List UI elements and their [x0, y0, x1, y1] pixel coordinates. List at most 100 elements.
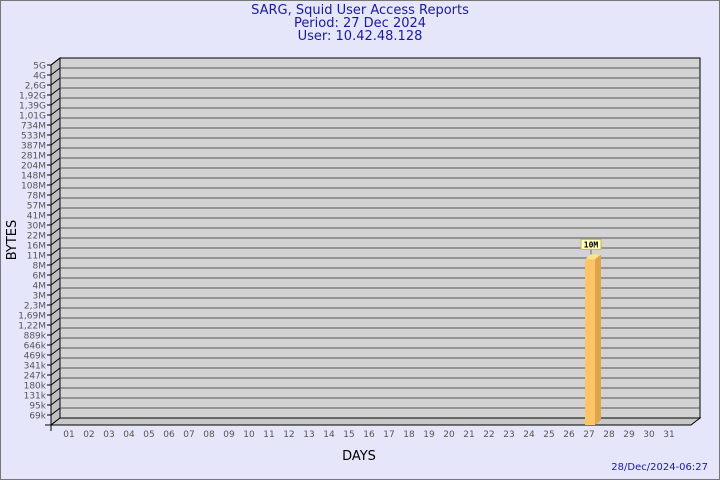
y-tick-label: 30M — [27, 222, 46, 232]
x-tick-label: 15 — [343, 430, 354, 440]
y-tick-label: 1,22M — [18, 322, 46, 332]
y-tick-label: 1,69M — [18, 312, 46, 322]
chart-period: Period: 27 Dec 2024 — [293, 16, 427, 31]
x-tick-label: 05 — [143, 430, 154, 440]
y-tick-diag — [50, 227, 61, 236]
x-tick-label: 06 — [163, 430, 175, 440]
y-tick-label: 180k — [24, 382, 47, 392]
y-tick-diag — [50, 327, 61, 336]
data-label: 10M — [584, 240, 599, 249]
y-tick-label: 16M — [27, 242, 46, 252]
x-tick-label: 07 — [183, 430, 194, 440]
floor — [49, 417, 702, 426]
x-tick-label: 25 — [543, 430, 554, 440]
y-tick-label: 387M — [21, 142, 46, 152]
y-tick-label: 11M — [27, 252, 46, 262]
y-tick-diag — [50, 177, 61, 186]
y-tick-diag — [50, 397, 61, 406]
y-tick-label: 281M — [21, 152, 46, 162]
y-tick-label: 5G — [33, 62, 46, 72]
y-tick-diag — [50, 277, 61, 286]
x-tick-label: 14 — [323, 430, 335, 440]
y-tick-label: 247k — [24, 372, 47, 382]
y-tick-diag — [50, 107, 61, 116]
y-tick-diag — [50, 87, 61, 96]
y-tick-diag — [50, 57, 61, 66]
y-tick-diag — [50, 167, 61, 176]
chart-title: SARG, Squid User Access Reports — [251, 3, 469, 18]
x-tick-label: 03 — [103, 430, 114, 440]
x-tick-label: 16 — [363, 430, 375, 440]
y-tick-label: 41M — [27, 212, 46, 222]
y-tick-label: 1,92G — [19, 92, 46, 102]
x-tick-label: 28 — [603, 430, 615, 440]
y-tick-diag — [50, 297, 61, 306]
y-tick-label: 57M — [27, 202, 46, 212]
x-tick-label: 22 — [483, 430, 494, 440]
y-tick-diag — [50, 67, 61, 76]
y-tick-label: 148M — [21, 172, 46, 182]
bar-top — [585, 254, 601, 260]
y-tick-diag — [50, 137, 61, 146]
x-tick-label: 04 — [123, 430, 135, 440]
y-tick-label: 533M — [21, 132, 46, 142]
y-tick-diag — [50, 117, 61, 126]
x-tick-label: 26 — [563, 430, 575, 440]
y-tick-label: 22M — [27, 232, 46, 242]
y-tick-label: 8M — [33, 262, 47, 272]
y-tick-diag — [50, 257, 61, 266]
y-tick-label: 6M — [33, 272, 47, 282]
bar-side — [595, 254, 601, 425]
x-tick-label: 30 — [643, 430, 655, 440]
x-tick-label: 13 — [303, 430, 314, 440]
y-tick-diag — [50, 197, 61, 206]
y-tick-diag — [50, 207, 61, 216]
footer-timestamp: 28/Dec/2024-06:27 — [611, 462, 708, 473]
y-tick-label: 108M — [21, 182, 46, 192]
x-tick-label: 29 — [623, 430, 635, 440]
x-tick-label: 23 — [503, 430, 514, 440]
y-tick-diag — [50, 407, 61, 416]
y-tick-diag — [50, 217, 61, 226]
y-tick-diag — [50, 287, 61, 296]
y-tick-label: 469k — [24, 352, 47, 362]
x-tick-label: 24 — [523, 430, 535, 440]
y-tick-diag — [50, 337, 61, 346]
x-tick-label: 21 — [463, 430, 474, 440]
y-tick-diag — [50, 367, 61, 376]
y-tick-label: 4G — [33, 72, 46, 82]
chart-user: User: 10.42.48.128 — [297, 29, 423, 44]
x-tick-label: 20 — [443, 430, 455, 440]
y-tick-label: 1,39G — [19, 102, 46, 112]
y-tick-diag — [50, 317, 61, 326]
x-tick-label: 01 — [63, 430, 74, 440]
y-tick-label: 341k — [24, 362, 47, 372]
y-axis-label: BYTES — [5, 220, 20, 261]
y-tick-diag — [50, 187, 61, 196]
y-tick-label: 889k — [24, 332, 47, 342]
y-tick-diag — [50, 237, 61, 246]
y-tick-label: 69k — [29, 412, 46, 422]
y-tick-diag — [50, 387, 61, 396]
x-tick-label: 19 — [423, 430, 435, 440]
y-tick-label: 646k — [24, 342, 47, 352]
y-tick-label: 1,01G — [19, 112, 46, 122]
y-tick-diag — [50, 307, 61, 316]
y-tick-label: 78M — [27, 192, 46, 202]
x-tick-label: 10 — [243, 430, 255, 440]
x-tick-label: 18 — [403, 430, 415, 440]
y-tick-diag — [50, 347, 61, 356]
x-tick-label: 02 — [83, 430, 94, 440]
y-tick-label: 3M — [33, 292, 47, 302]
x-tick-label: 31 — [663, 430, 674, 440]
y-tick-diag — [50, 97, 61, 106]
x-tick-label: 08 — [203, 430, 215, 440]
y-tick-diag — [50, 267, 61, 276]
data-label-box — [580, 238, 602, 250]
y-tick-diag — [50, 147, 61, 156]
y-tick-diag — [50, 357, 61, 366]
y-tick-label: 131k — [24, 392, 47, 402]
bar-day-27 — [585, 259, 595, 425]
y-tick-label: 4M — [33, 282, 47, 292]
